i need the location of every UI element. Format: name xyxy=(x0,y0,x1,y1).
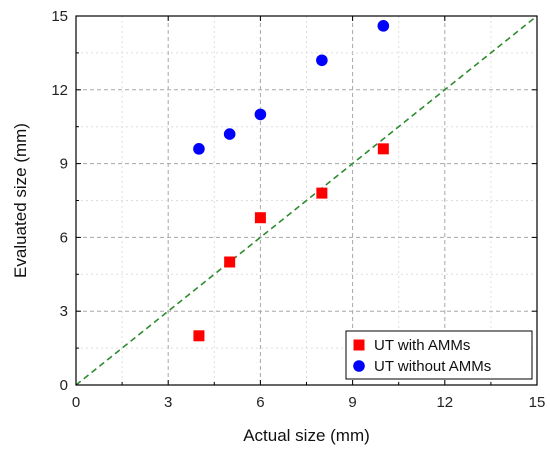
reference-line-group xyxy=(75,15,538,386)
circle-marker xyxy=(316,54,328,67)
legend: UT with AMMs UT without AMMs xyxy=(345,330,533,380)
legend-label: UT with AMMs xyxy=(374,337,470,354)
legend-circle-marker xyxy=(353,360,365,372)
circle-marker xyxy=(254,108,267,121)
circle-marker xyxy=(223,128,236,140)
reference-line xyxy=(75,15,538,386)
x-tick-label: 15 xyxy=(529,394,546,411)
square-marker xyxy=(193,330,205,342)
y-axis-title: Evaluated size (mm) xyxy=(11,123,30,278)
legend-box xyxy=(345,330,533,380)
x-tick-label: 6 xyxy=(256,394,264,411)
y-tick-label: 15 xyxy=(51,8,68,25)
x-tick-label: 3 xyxy=(164,394,172,411)
y-tick-label: 12 xyxy=(51,82,68,99)
data-points xyxy=(193,20,390,342)
y-tick-label: 9 xyxy=(60,156,68,173)
x-tick-label: 9 xyxy=(348,394,356,411)
legend-square-marker xyxy=(353,339,365,351)
legend-label: UT without AMMs xyxy=(374,358,491,375)
x-tick-label: 0 xyxy=(72,394,80,411)
x-tick-label: 12 xyxy=(436,394,453,411)
circle-marker xyxy=(193,143,205,155)
axis-ticks: 0 3 6 9 12 15 0 3 6 9 12 15 xyxy=(51,8,545,411)
square-marker xyxy=(224,256,236,268)
y-tick-label: 6 xyxy=(60,229,68,246)
x-axis-title: Actual size (mm) xyxy=(243,426,370,445)
square-marker xyxy=(316,187,328,199)
y-tick-label: 0 xyxy=(60,377,68,394)
grid-lines xyxy=(76,16,537,385)
circle-marker xyxy=(377,20,390,32)
y-tick-label: 3 xyxy=(60,303,68,320)
square-marker xyxy=(254,212,266,224)
square-marker xyxy=(377,143,389,155)
